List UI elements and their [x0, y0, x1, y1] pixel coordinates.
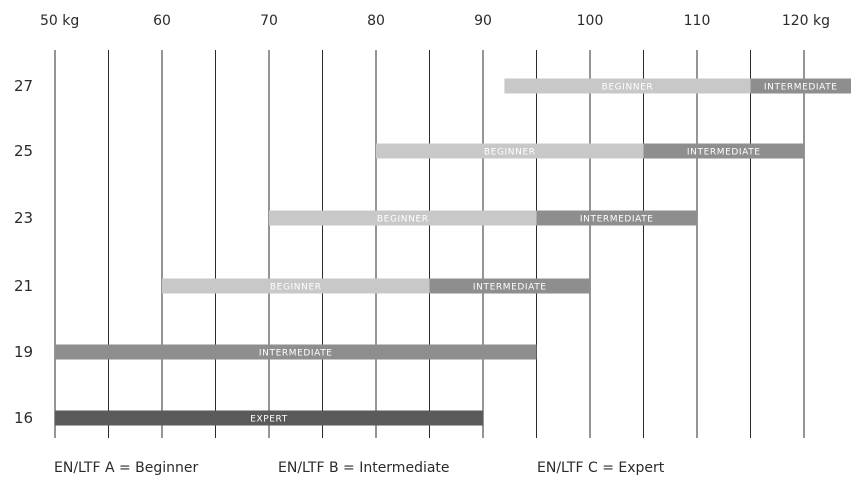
bar-intermediate	[429, 278, 590, 294]
bar-label: INTERMEDIATE	[764, 83, 838, 93]
x-axis-ticks: 50 kg 60 70 80 90 100 110 120 kg	[40, 13, 830, 29]
y-tick-label: 23	[14, 209, 33, 227]
bar-label: BEGINNER	[377, 215, 429, 225]
y-tick-label: 25	[14, 142, 33, 160]
bar-label: INTERMEDIATE	[259, 349, 333, 359]
bar-label: INTERMEDIATE	[687, 148, 761, 158]
legend-beginner: EN/LTF A = Beginner	[54, 460, 199, 476]
bar-beginner	[269, 210, 537, 226]
y-tick-label: 21	[14, 277, 33, 295]
x-tick-label: 70	[260, 13, 278, 29]
x-tick-label: 120 kg	[782, 13, 830, 29]
bar-label: BEGINNER	[602, 83, 654, 93]
x-tick-label: 90	[474, 13, 492, 29]
y-axis-ticks: 27 25 23 21 19 16	[14, 77, 33, 427]
x-tick-label: 80	[367, 13, 385, 29]
x-tick-label: 50 kg	[40, 13, 79, 29]
bar-label: INTERMEDIATE	[580, 215, 654, 225]
y-tick-label: 27	[14, 77, 33, 95]
x-tick-label: 100	[577, 13, 604, 29]
x-tick-label: 60	[153, 13, 171, 29]
legend-intermediate: EN/LTF B = Intermediate	[278, 460, 450, 476]
bar-expert	[55, 410, 483, 426]
y-tick-label: 19	[14, 343, 33, 361]
bar-label: EXPERT	[250, 415, 288, 425]
bar-intermediate	[643, 143, 804, 159]
y-tick-label: 16	[14, 409, 33, 427]
legend-expert: EN/LTF C = Expert	[537, 460, 665, 476]
bars: BEGINNER INTERMEDIATE BEGINNER INTERMEDIATE…	[55, 78, 851, 426]
bar-intermediate	[536, 210, 697, 226]
x-tick-label: 110	[684, 13, 711, 29]
bar-intermediate	[55, 344, 537, 360]
bar-label: BEGINNER	[484, 148, 536, 158]
bar-beginner	[504, 78, 751, 94]
bar-beginner	[162, 278, 430, 294]
bar-label: BEGINNER	[270, 283, 322, 293]
bar-intermediate	[750, 78, 851, 94]
bar-label: INTERMEDIATE	[473, 283, 547, 293]
gridlines	[54, 50, 805, 438]
bar-beginner	[376, 143, 644, 159]
